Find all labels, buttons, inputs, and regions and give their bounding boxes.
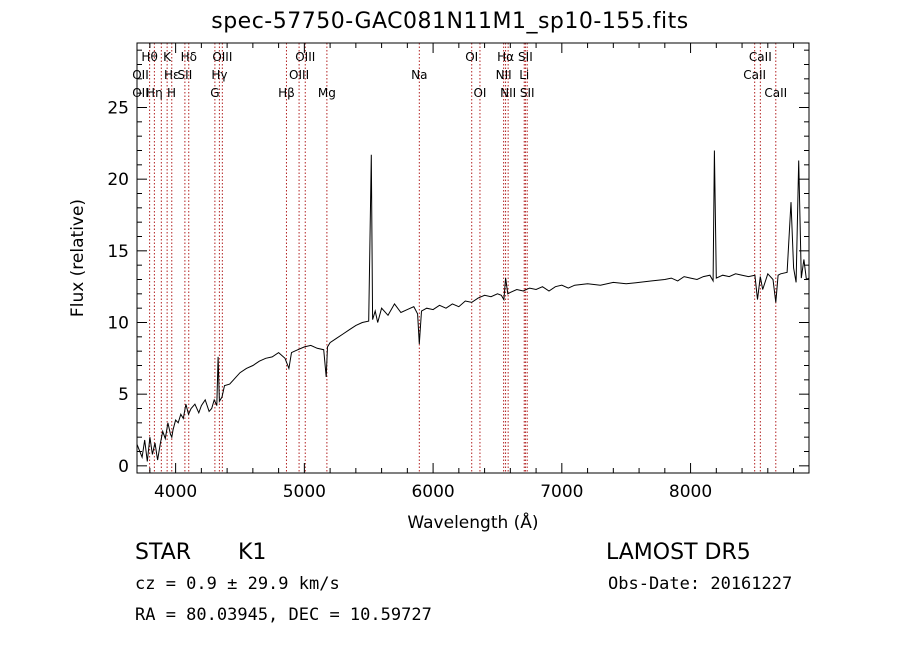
spectral-line-label: Mg: [318, 86, 336, 100]
spectral-line-label: G: [210, 86, 219, 100]
y-tick-label: 10: [107, 314, 129, 334]
object-class: STAR: [135, 540, 192, 565]
line-markers: [149, 43, 777, 473]
spectral-line-label: CaII: [749, 50, 772, 64]
spectral-line-label: Hθ: [141, 50, 157, 64]
spectral-line-label: Li: [519, 68, 529, 82]
axis-ticks: 4000 5000 6000 7000 8000 0 5 10 15 20 25: [107, 43, 809, 502]
spectral-line-label: OII: [132, 68, 149, 82]
spectral-line-label: NII: [496, 68, 512, 82]
spectral-line-label: Hη: [146, 86, 163, 100]
spectral-line-label: K: [163, 50, 172, 64]
y-tick-label: 5: [118, 385, 129, 405]
spectral-line-label: OIII: [295, 50, 315, 64]
spectral-line-label: Hβ: [278, 86, 295, 100]
spectrum-line: [136, 150, 810, 462]
spectral-line-label: OIII: [289, 68, 309, 82]
x-tick-label: 8000: [669, 482, 712, 502]
spectral-line-label: OIII: [212, 50, 232, 64]
spectral-line-label: SII: [178, 68, 193, 82]
spectral-line-label: H: [167, 86, 176, 100]
spectral-line-label: Na: [411, 68, 427, 82]
redshift-readout: cz = 0.9 ± 29.9 km/s: [135, 574, 340, 594]
spectral-line-label: NII: [500, 86, 516, 100]
y-tick-label: 20: [107, 170, 129, 190]
y-tick-label: 15: [107, 242, 129, 262]
x-tick-label: 7000: [540, 482, 583, 502]
survey-name: LAMOST DR5: [606, 540, 751, 565]
spectral-line-label: OII: [132, 86, 149, 100]
spectral-line-label: CaII: [743, 68, 766, 82]
x-tick-label: 4000: [154, 482, 197, 502]
plot-frame: [136, 42, 810, 474]
spectral-line-label: Hδ: [181, 50, 197, 64]
y-tick-label: 25: [107, 99, 129, 119]
spectral-line-label: CaII: [764, 86, 787, 100]
x-tick-label: 5000: [283, 482, 326, 502]
coordinates-readout: RA = 80.03945, DEC = 10.59727: [135, 605, 432, 625]
x-tick-label: 6000: [411, 482, 454, 502]
spectral-line-label: SII: [518, 50, 533, 64]
spectral-line-label: SII: [520, 86, 535, 100]
x-axis-label: Wavelength (Å): [407, 511, 538, 533]
spectral-line-label: OI: [465, 50, 478, 64]
y-tick-label: 0: [118, 457, 129, 477]
spectral-line-label: OI: [473, 86, 486, 100]
spectral-line-label: Hγ: [211, 68, 227, 82]
observation-date: Obs-Date: 20161227: [608, 574, 793, 594]
object-subclass: K1: [238, 540, 267, 565]
y-axis-label: Flux (relative): [68, 199, 88, 317]
chart-title: spec-57750-GAC081N11M1_sp10-155.fits: [211, 9, 689, 34]
spectral-line-label: Hα: [497, 50, 514, 64]
spectral-line-label: Hε: [164, 68, 180, 82]
